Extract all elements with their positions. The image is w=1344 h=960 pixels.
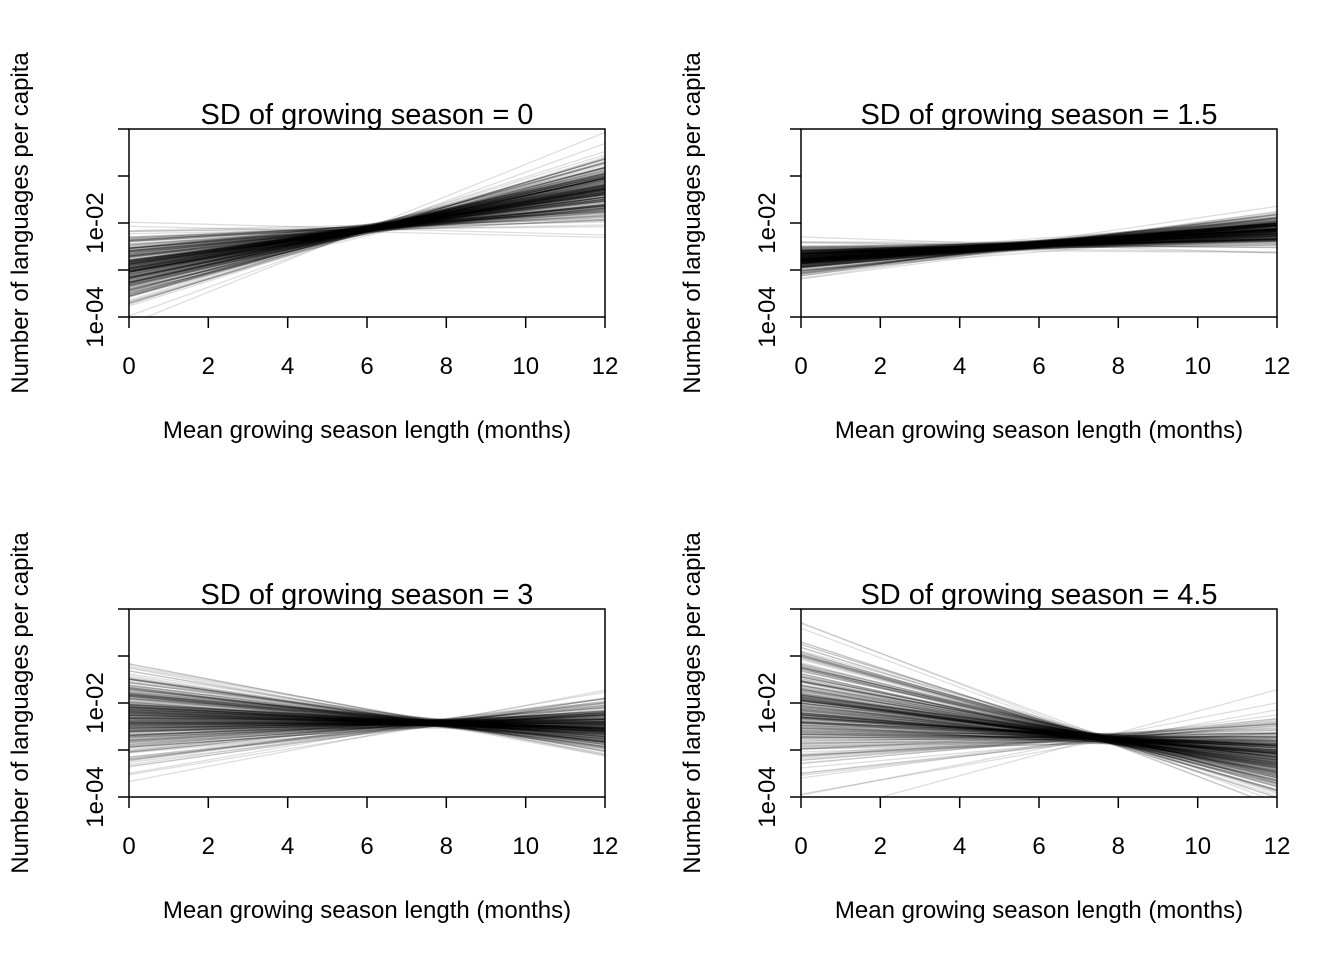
panel-3-series-lines: [129, 664, 605, 782]
panel-2-y-axis-label: Number of languages per capita: [679, 52, 706, 394]
panel-3-x-tick-label: 8: [440, 833, 453, 860]
panel-1-x-tick-label: 12: [592, 353, 619, 380]
panel-1-x-axis: 0 2 4 6 8 10 12: [122, 317, 618, 380]
panel-1-title: SD of growing season = 0: [201, 99, 534, 131]
panel-3-y-axis-label: Number of languages per capita: [7, 532, 34, 874]
panel-1-y-tick-label: 1e-04: [82, 286, 109, 347]
panel-4-x-tick-label: 0: [794, 833, 807, 860]
panel-3-x-tick-label: 12: [592, 833, 619, 860]
panel-2: SD of growing season = 1.5 0 2 4 6 8 10 …: [679, 52, 1290, 444]
panel-4-y-tick-label: 1e-04: [754, 766, 781, 827]
panel-4-x-tick-label: 2: [874, 833, 887, 860]
panel-2-x-tick-label: 0: [794, 353, 807, 380]
panel-2-y-tick-label: 1e-02: [754, 192, 781, 253]
panel-4-x-axis-label: Mean growing season length (months): [835, 897, 1243, 924]
panel-2-x-tick-label: 8: [1112, 353, 1125, 380]
panel-2-x-axis: 0 2 4 6 8 10 12: [794, 317, 1290, 380]
panel-4-x-tick-label: 12: [1264, 833, 1291, 860]
panel-3-x-axis-label: Mean growing season length (months): [163, 897, 571, 924]
panel-2-title: SD of growing season = 1.5: [860, 99, 1217, 131]
panel-1-x-tick-label: 0: [122, 353, 135, 380]
panel-4: SD of growing season = 4.5 0 2 4 6 8 10 …: [679, 532, 1290, 924]
panel-3-x-tick-label: 4: [281, 833, 294, 860]
series-line: [129, 208, 605, 255]
panel-2-y-tick-label: 1e-04: [754, 286, 781, 347]
panel-2-x-tick-label: 6: [1032, 353, 1045, 380]
panel-1-x-tick-label: 10: [512, 353, 539, 380]
panel-3-title: SD of growing season = 3: [201, 579, 534, 611]
panel-3-x-tick-label: 2: [202, 833, 215, 860]
panel-2-x-tick-label: 10: [1184, 353, 1211, 380]
panel-3-x-tick-label: 6: [360, 833, 373, 860]
panel-1-y-axis: 1e-04 1e-02: [82, 129, 129, 348]
panel-2-x-tick-label: 12: [1264, 353, 1291, 380]
panel-3-y-axis: 1e-04 1e-02: [82, 609, 129, 828]
panel-2-x-tick-label: 4: [953, 353, 966, 380]
panel-1-x-tick-label: 6: [360, 353, 373, 380]
panel-2-y-axis: 1e-04 1e-02: [754, 129, 801, 348]
panel-2-x-tick-label: 2: [874, 353, 887, 380]
panel-1-y-tick-label: 1e-02: [82, 192, 109, 253]
panel-3-y-tick-label: 1e-04: [82, 766, 109, 827]
panel-1-series-lines: [129, 132, 605, 324]
panel-2-x-axis-label: Mean growing season length (months): [835, 417, 1243, 444]
panel-4-series-lines: [801, 622, 1277, 818]
panel-1-y-axis-label: Number of languages per capita: [7, 52, 34, 394]
panel-4-title: SD of growing season = 4.5: [860, 579, 1217, 611]
panel-1-x-tick-label: 4: [281, 353, 294, 380]
panel-2-series-lines: [801, 206, 1277, 279]
series-line: [129, 176, 605, 275]
panel-1: SD of growing season = 0 0 2 4 6 8 10 12…: [7, 52, 618, 444]
panel-4-x-tick-label: 10: [1184, 833, 1211, 860]
panel-1-x-tick-label: 2: [202, 353, 215, 380]
panel-4-x-tick-label: 6: [1032, 833, 1045, 860]
panel-3: SD of growing season = 3 0 2 4 6 8 10 12…: [7, 532, 618, 924]
panel-4-x-tick-label: 4: [953, 833, 966, 860]
panel-4-x-tick-label: 8: [1112, 833, 1125, 860]
panel-3-x-tick-label: 0: [122, 833, 135, 860]
panel-4-y-axis: 1e-04 1e-02: [754, 609, 801, 828]
panel-3-y-tick-label: 1e-02: [82, 672, 109, 733]
panel-4-x-axis: 0 2 4 6 8 10 12: [794, 797, 1290, 860]
panel-3-x-axis: 0 2 4 6 8 10 12: [122, 797, 618, 860]
panel-3-x-tick-label: 10: [512, 833, 539, 860]
panel-4-y-tick-label: 1e-02: [754, 672, 781, 733]
panel-1-x-tick-label: 8: [440, 353, 453, 380]
panel-4-y-axis-label: Number of languages per capita: [679, 532, 706, 874]
panel-1-x-axis-label: Mean growing season length (months): [163, 417, 571, 444]
